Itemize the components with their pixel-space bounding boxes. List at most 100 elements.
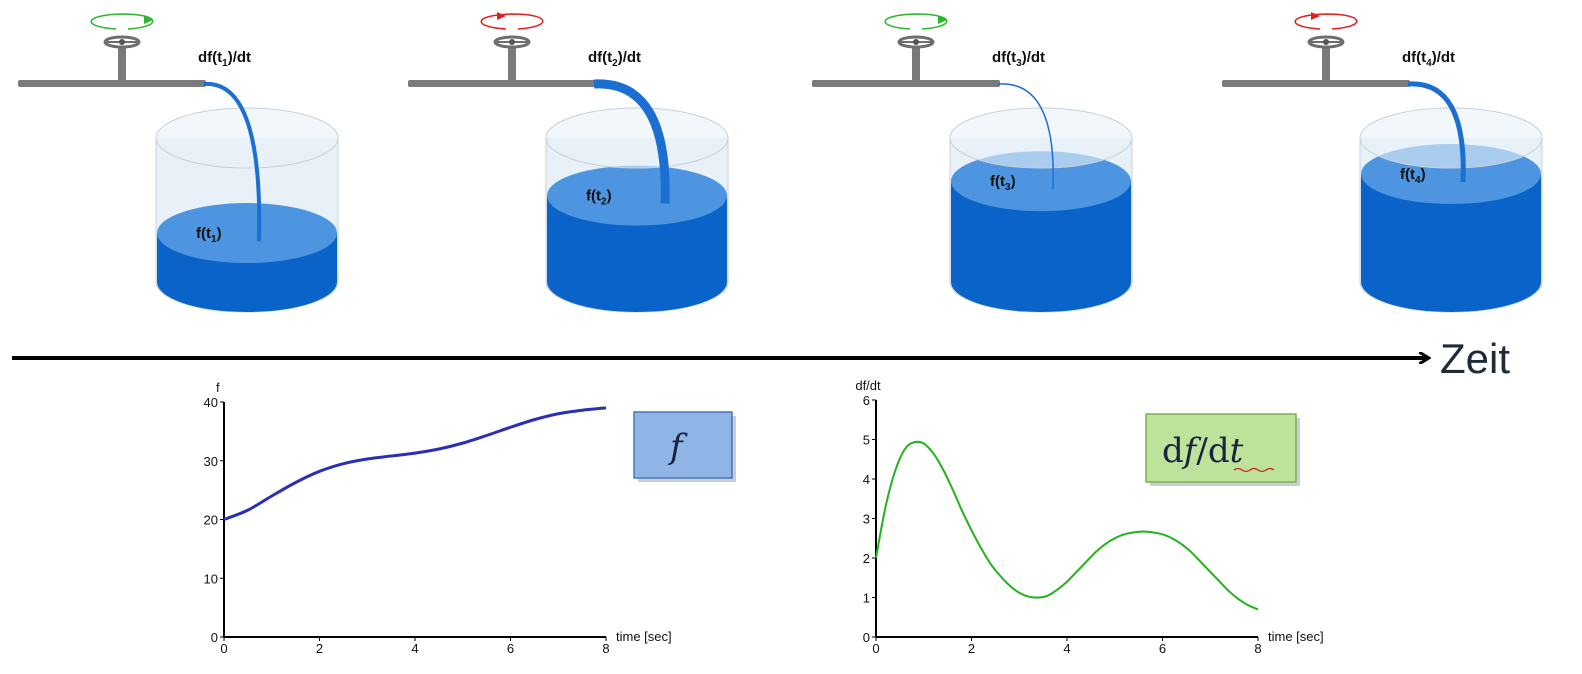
x-tick-label: 6 — [1159, 641, 1166, 656]
level-label-sub: 4 — [1415, 175, 1421, 186]
y-axis-label: f — [216, 380, 220, 395]
level-label: f(t3) — [990, 173, 1016, 193]
x-axis-label: time [sec] — [1268, 629, 1324, 644]
y-tick-label: 2 — [863, 551, 870, 566]
tank-stages: df(t1)/dt f(t1) df(t2)/dt f(t2) df(t3)/dt f(t… — [18, 12, 1543, 313]
rate-label-suffix: )/dt — [228, 49, 251, 66]
series-line-1 — [223, 406, 607, 521]
level-label: f(t2) — [586, 188, 612, 208]
rate-label: df(t3)/dt — [992, 49, 1045, 69]
valve-stem — [1322, 48, 1330, 82]
x-axis-label: time [sec] — [616, 629, 672, 644]
level-label-suffix: ) — [1011, 173, 1016, 190]
valve-hub — [119, 39, 125, 45]
tank-rim — [155, 107, 339, 169]
rate-label-sub: 1 — [222, 58, 228, 69]
df-legend-rect — [1145, 413, 1297, 483]
x-tick-label: 2 — [968, 641, 975, 656]
y-tick-label: 30 — [204, 454, 218, 469]
y-tick-label: 4 — [863, 472, 870, 487]
level-label-suffix: ) — [1421, 166, 1426, 183]
rate-label-sub: 2 — [612, 58, 618, 69]
level-label-suffix: ) — [607, 188, 612, 205]
tank-rim — [545, 107, 729, 169]
f-legend-rect — [633, 411, 733, 479]
level-label: f(t1) — [196, 225, 222, 245]
valve-stem — [912, 48, 920, 82]
y-tick-label: 0 — [863, 630, 870, 645]
x-tick-label: 2 — [316, 641, 323, 656]
rotation-arrowhead — [497, 12, 506, 20]
rotation-arrowhead — [1311, 12, 1320, 20]
water-body — [1361, 174, 1541, 312]
rate-label-suffix: )/dt — [1022, 49, 1045, 66]
stage-1: df(t1)/dt f(t1) — [18, 13, 339, 313]
valve-hub — [509, 39, 515, 45]
rate-label-suffix: )/dt — [1432, 49, 1455, 66]
tank-rim — [1359, 107, 1543, 169]
pipe — [18, 80, 206, 87]
stage-3: df(t3)/dt f(t3) — [812, 13, 1133, 313]
rate-label-sub: 4 — [1426, 58, 1432, 69]
rotation-arrow — [884, 13, 948, 30]
x-tick-label: 8 — [1254, 641, 1261, 656]
y-tick-label: 20 — [204, 513, 218, 528]
water-surface — [157, 203, 337, 264]
rotation-arrow — [1294, 13, 1358, 30]
stage-2: df(t2)/dt f(t2) — [408, 12, 729, 313]
valve-hub — [913, 39, 919, 45]
chart-dfdt: 0 1 2 3 4 5 6 0 2 4 6 8 df/dt time [sec] — [855, 378, 1323, 656]
x-tick-label: 4 — [411, 641, 418, 656]
timeline-label: Zeit — [1440, 335, 1510, 382]
df-legend-slash-d: /d — [1196, 431, 1229, 471]
df-legend-t: t — [1230, 431, 1244, 471]
pipe — [408, 80, 596, 87]
rotation-arrowhead — [144, 16, 153, 24]
rate-label: df(t2)/dt — [588, 49, 641, 69]
df-legend-label: df/dt — [1162, 431, 1244, 471]
df-legend-underline — [1233, 467, 1275, 473]
rotation-arrowhead — [938, 16, 947, 24]
chart-f: 0 10 20 30 40 0 2 4 6 8 f time [sec] — [204, 380, 672, 656]
pipe — [1222, 80, 1410, 87]
x-tick-label: 0 — [220, 641, 227, 656]
level-label-sub: 2 — [601, 197, 607, 208]
water-body — [951, 181, 1131, 312]
rotation-arrow — [90, 13, 154, 30]
x-tick-label: 0 — [872, 641, 879, 656]
y-tick-label: 10 — [204, 571, 218, 586]
tank-rim — [949, 107, 1133, 169]
x-tick-label: 4 — [1063, 641, 1070, 656]
x-tick-label: 6 — [507, 641, 514, 656]
level-label-sub: 3 — [1005, 182, 1011, 193]
water-surface — [951, 151, 1131, 212]
pipe — [812, 80, 1000, 87]
valve-stem — [508, 48, 516, 82]
valve-stem — [118, 48, 126, 82]
rate-label-sub: 3 — [1016, 58, 1022, 69]
y-tick-label: 5 — [863, 433, 870, 448]
water-body — [547, 195, 727, 312]
y-tick-label: 1 — [863, 591, 870, 606]
y-tick-label: 0 — [211, 630, 218, 645]
y-axis-label: df/dt — [855, 378, 881, 393]
y-tick-label: 40 — [204, 395, 218, 410]
water-stream — [593, 79, 670, 204]
water-stream — [1407, 81, 1466, 183]
df-legend-box: df/dt — [1145, 413, 1300, 486]
y-tick-label: 3 — [863, 512, 870, 527]
rotation-arrow — [480, 13, 544, 30]
x-tick-label: 8 — [602, 641, 609, 656]
level-label-sub: 1 — [211, 234, 217, 245]
timeline: Zeit — [12, 335, 1510, 382]
level-label-suffix: ) — [217, 225, 222, 242]
rate-label: df(t1)/dt — [198, 49, 251, 69]
rate-label-suffix: )/dt — [618, 49, 641, 66]
rate-label: df(t4)/dt — [1402, 49, 1455, 69]
valve-hub — [1323, 39, 1329, 45]
stage-4: df(t4)/dtf(t4) — [1222, 12, 1543, 313]
f-legend-box: f — [633, 411, 736, 482]
df-legend-d1: d — [1162, 431, 1184, 471]
water-surface — [547, 165, 727, 226]
